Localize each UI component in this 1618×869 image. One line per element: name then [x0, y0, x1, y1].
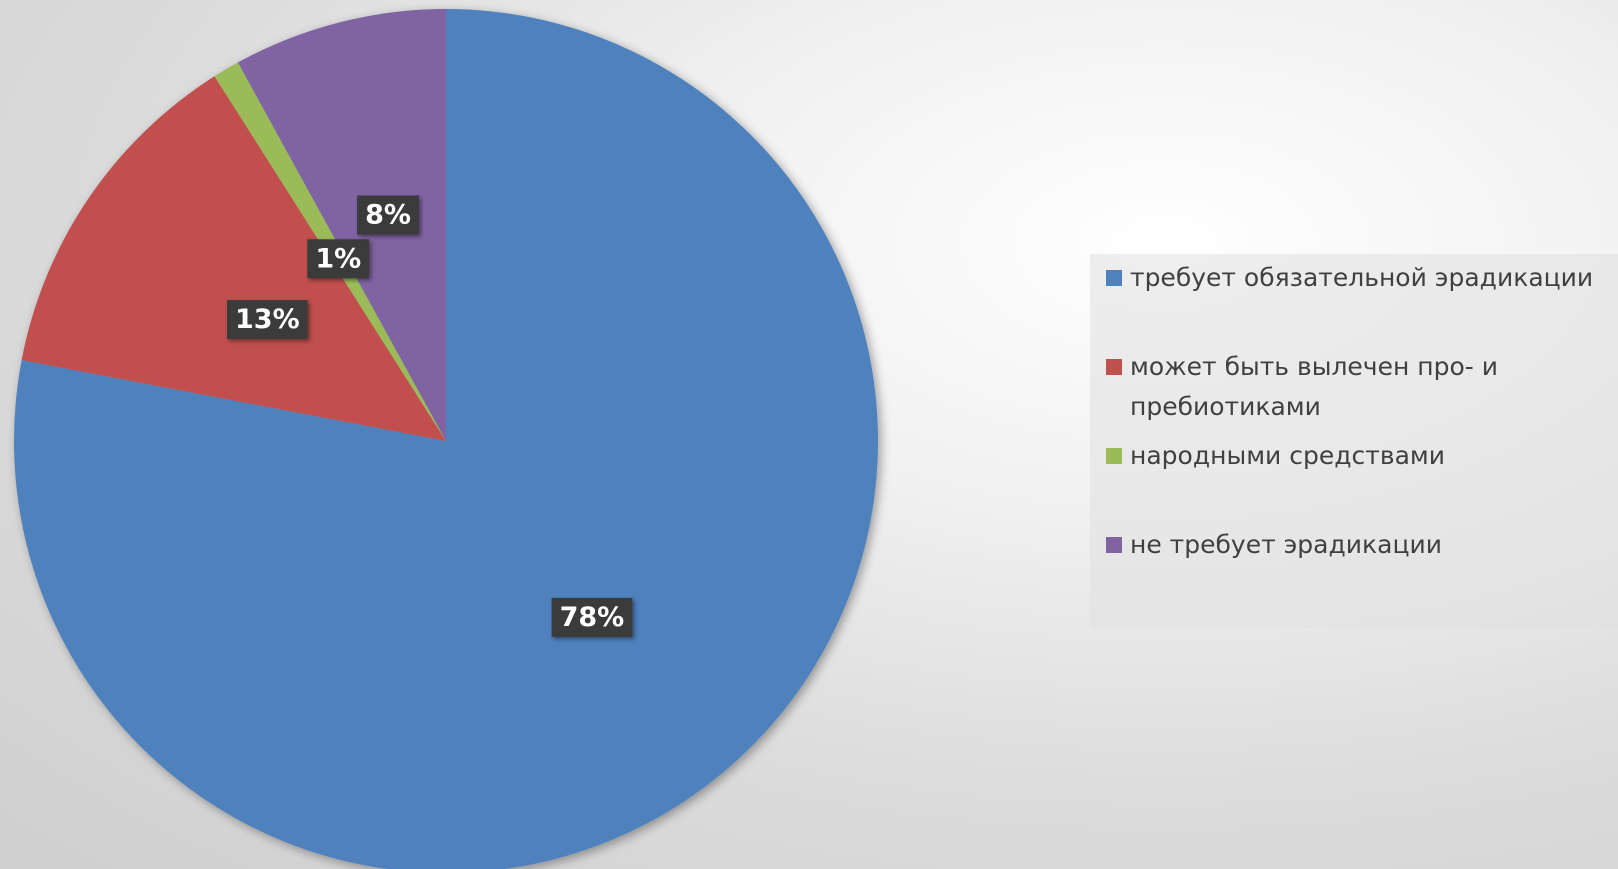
data-label-box [227, 300, 308, 340]
legend-label: требует обязательной эрадикации [1130, 263, 1594, 292]
slice-probiotics [21, 76, 446, 441]
data-label-probiotics: 13% [227, 300, 308, 340]
data-label-box [307, 239, 370, 279]
pie-chart: 78% 13% 1%8% [14, 9, 878, 869]
legend-swatch [1106, 537, 1122, 553]
slice-required-eradication [14, 9, 878, 869]
legend-label: может быть вылечен про- и пребиотиками [1130, 352, 1498, 421]
data-label-box [357, 195, 419, 235]
legend-swatch [1106, 359, 1122, 375]
chart-legend: требует обязательной эрадикации может бы… [1090, 254, 1618, 628]
legend-item-no-eradication: не требует эрадикации [1106, 525, 1606, 565]
legend-swatch [1106, 270, 1122, 286]
data-label-text: 1% [315, 243, 361, 274]
data-label-text: 78% [560, 602, 625, 633]
pie-slices [14, 9, 878, 869]
data-label-box [551, 597, 633, 637]
legend-label: народными средствами [1130, 441, 1446, 470]
legend-swatch [1106, 448, 1122, 464]
slice-no-eradication [237, 9, 446, 441]
legend-item-probiotics: может быть вылечен про- и пребиотиками [1106, 347, 1606, 427]
data-label-no-eradication: 8% [357, 195, 419, 235]
data-label-text: 8% [365, 200, 411, 231]
data-label-folk-remedies: 1% [307, 239, 370, 279]
data-label-required-eradication: 78% [551, 597, 633, 637]
legend-label: не требует эрадикации [1130, 530, 1442, 559]
legend-item-required-eradication: требует обязательной эрадикации [1106, 258, 1606, 298]
pie-data-labels: 78% 13% 1%8% [227, 195, 633, 637]
legend-item-folk-remedies: народными средствами [1106, 436, 1606, 476]
data-label-text: 13% [235, 304, 300, 335]
